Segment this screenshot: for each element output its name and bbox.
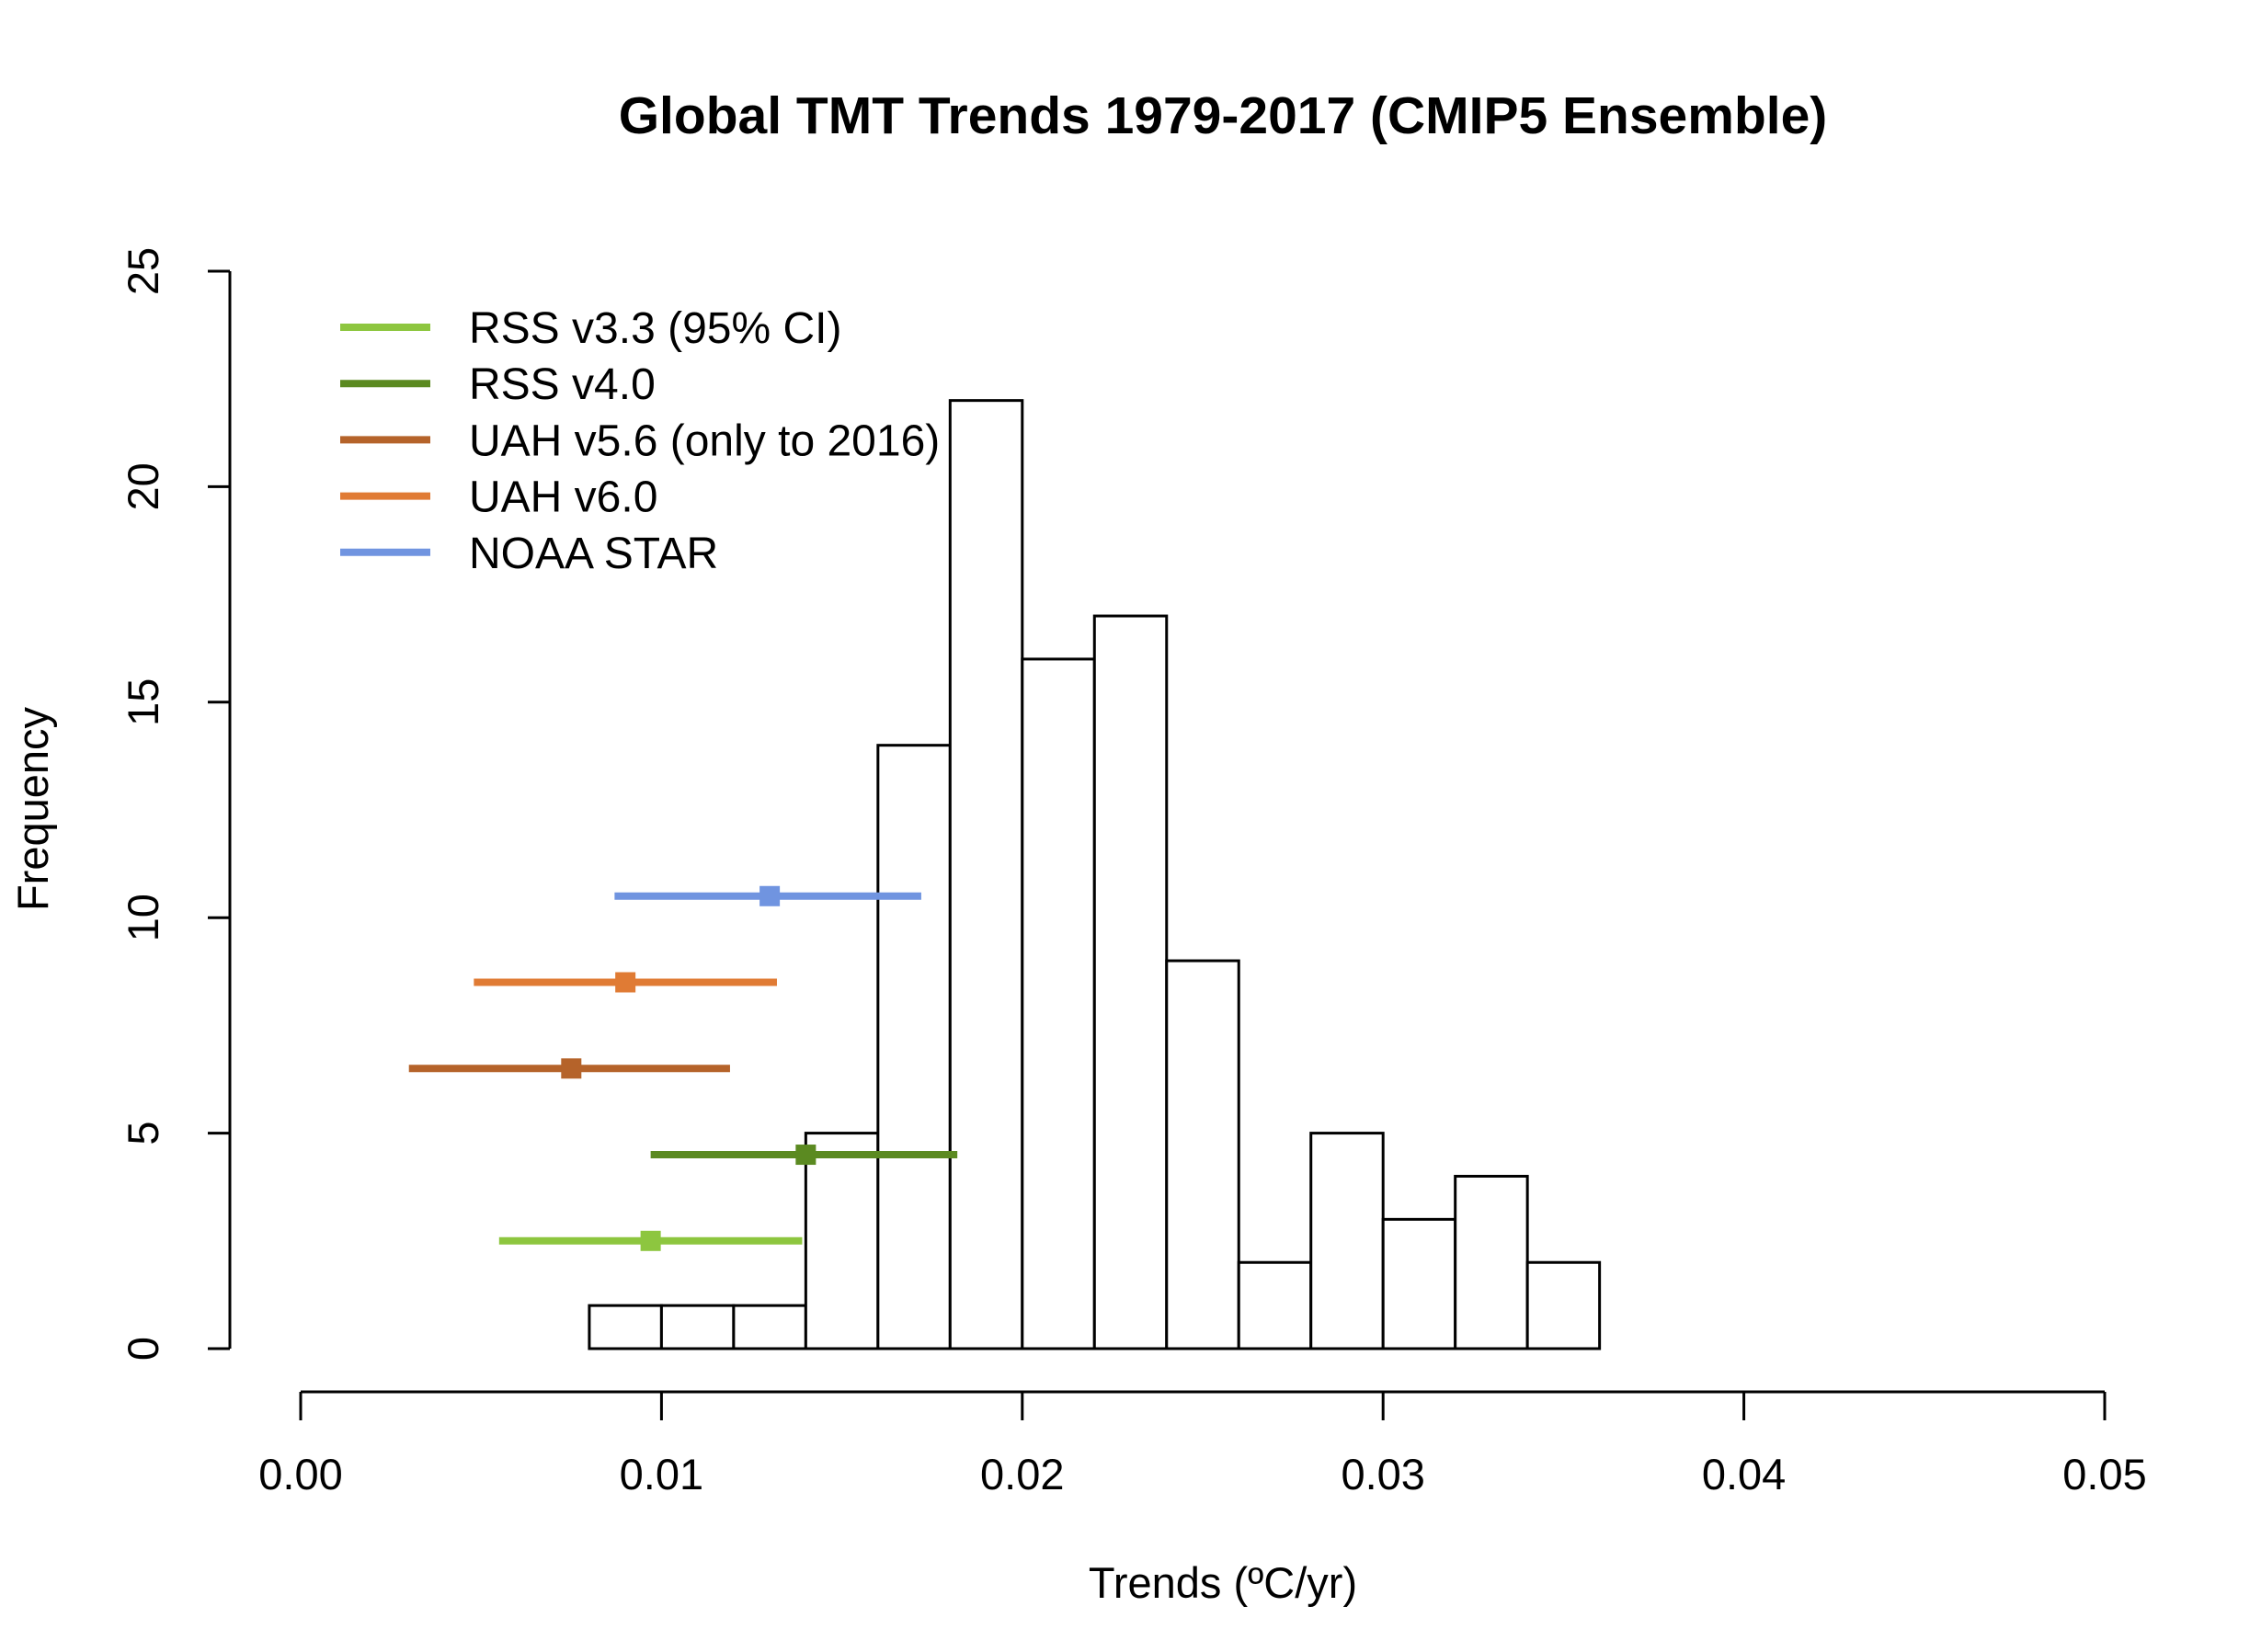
trend-point bbox=[561, 1058, 582, 1079]
y-tick-label: 10 bbox=[119, 894, 167, 941]
legend: RSS v3.3 (95% CI) RSS v4.0 UAH v5.6 (only … bbox=[340, 304, 940, 578]
y-axis: 0 5 10 15 20 25 bbox=[119, 247, 232, 1361]
x-tick-label: 0.00 bbox=[258, 1450, 342, 1498]
histogram-bar bbox=[948, 399, 1024, 1350]
histogram-bar bbox=[1165, 959, 1240, 1350]
chart-title: Global TMT Trends 1979-2017 (CMIP5 Ensem… bbox=[619, 86, 1828, 145]
trend-point bbox=[795, 1145, 816, 1166]
histogram-bar bbox=[1525, 1260, 1602, 1350]
histogram-bars bbox=[588, 399, 1602, 1350]
x-axis-label: Trends (ºC/yr) bbox=[1089, 1558, 1357, 1607]
histogram-bar bbox=[732, 1304, 807, 1350]
legend-label: NOAA STAR bbox=[469, 530, 718, 578]
x-tick-label: 0.02 bbox=[980, 1450, 1064, 1498]
histogram-bar bbox=[1309, 1132, 1385, 1350]
histogram-bar bbox=[1454, 1174, 1529, 1350]
histogram-bar bbox=[1092, 614, 1169, 1350]
y-tick-label: 5 bbox=[119, 1122, 167, 1145]
trend-point bbox=[759, 885, 781, 906]
legend-label: UAH v6.0 bbox=[469, 473, 657, 522]
histogram-bar bbox=[804, 1132, 880, 1350]
x-tick-label: 0.03 bbox=[1341, 1450, 1424, 1498]
trend-point bbox=[640, 1230, 661, 1251]
legend-label: UAH v5.6 (only to 2016) bbox=[469, 416, 940, 465]
y-tick-label: 15 bbox=[119, 678, 167, 726]
histogram-bar bbox=[588, 1304, 663, 1350]
histogram-bar bbox=[1381, 1217, 1457, 1350]
x-axis: 0.00 0.01 0.02 0.03 0.04 0.05 bbox=[258, 1390, 2147, 1498]
histogram-bar bbox=[876, 744, 952, 1350]
y-tick-label: 20 bbox=[119, 462, 167, 510]
y-tick-label: 0 bbox=[119, 1337, 167, 1361]
histogram-bar bbox=[1021, 657, 1096, 1350]
x-tick-label: 0.05 bbox=[2062, 1450, 2146, 1498]
legend-label: RSS v3.3 (95% CI) bbox=[469, 304, 841, 353]
trend-markers bbox=[408, 885, 958, 1251]
x-tick-label: 0.01 bbox=[620, 1450, 703, 1498]
histogram-bar bbox=[659, 1304, 736, 1350]
y-tick-label: 25 bbox=[119, 247, 167, 295]
y-axis-label: Frequency bbox=[8, 706, 57, 911]
x-tick-label: 0.04 bbox=[1702, 1450, 1786, 1498]
legend-label: RSS v4.0 bbox=[469, 360, 656, 409]
histogram-bar bbox=[1237, 1260, 1313, 1350]
trend-point bbox=[615, 972, 636, 993]
